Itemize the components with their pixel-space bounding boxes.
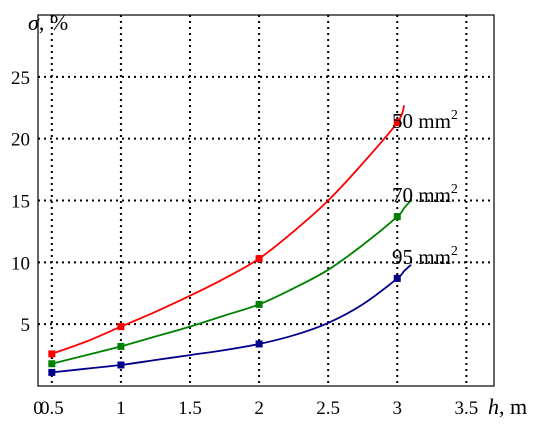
x-tick-label: 2.5: [316, 398, 340, 419]
series-3: 95 mm2: [48, 244, 458, 376]
x-tick-label: 3.5: [454, 398, 478, 419]
x-tick-label: 1.5: [178, 398, 202, 419]
series-line: [51, 264, 412, 374]
series-line: [51, 199, 412, 365]
x-tick-label: 2: [254, 398, 264, 419]
series-label: 95 mm2: [392, 244, 458, 269]
series-line: [51, 104, 406, 355]
y-tick-label: 5: [21, 315, 31, 336]
data-point: [117, 323, 125, 331]
data-point: [117, 342, 125, 350]
y-axis-title: σ, %: [28, 10, 68, 35]
x-axis-unit: , m: [499, 394, 527, 419]
y-tick-label: 25: [11, 68, 30, 89]
x-tick-label: 3: [393, 398, 403, 419]
data-point: [393, 213, 401, 221]
data-point: [255, 255, 263, 263]
grid-lines: [38, 15, 494, 386]
data-point: [48, 368, 56, 376]
series-label: 50 mm2: [392, 108, 458, 133]
series-group: 50 mm2 70 mm2 95 mm2: [48, 104, 458, 376]
data-point: [393, 119, 401, 127]
origin-label: 0: [33, 398, 43, 419]
series-1: 50 mm2: [48, 104, 458, 358]
x-axis-title: h, m: [488, 394, 527, 419]
x-axis-symbol: h: [488, 394, 499, 419]
series-2: 70 mm2: [48, 182, 458, 368]
x-tick-label: 1: [116, 398, 126, 419]
plot-frame: [37, 14, 495, 387]
y-tick-label: 15: [11, 192, 30, 213]
data-point: [255, 300, 263, 308]
series-label: 70 mm2: [392, 182, 458, 207]
y-tick-label: 10: [11, 253, 30, 274]
y-axis-unit: , %: [39, 10, 68, 35]
data-point: [48, 350, 56, 358]
data-point: [393, 274, 401, 282]
tick-labels: 0.5 1 1.5 2 2.5 3 3.5 5 10 15 20 25: [11, 68, 478, 419]
data-point: [117, 361, 125, 369]
data-point: [48, 360, 56, 368]
x-tick-label: 0.5: [40, 398, 64, 419]
y-tick-label: 20: [11, 130, 30, 151]
y-axis-symbol: σ: [28, 10, 40, 35]
data-point: [255, 340, 263, 348]
